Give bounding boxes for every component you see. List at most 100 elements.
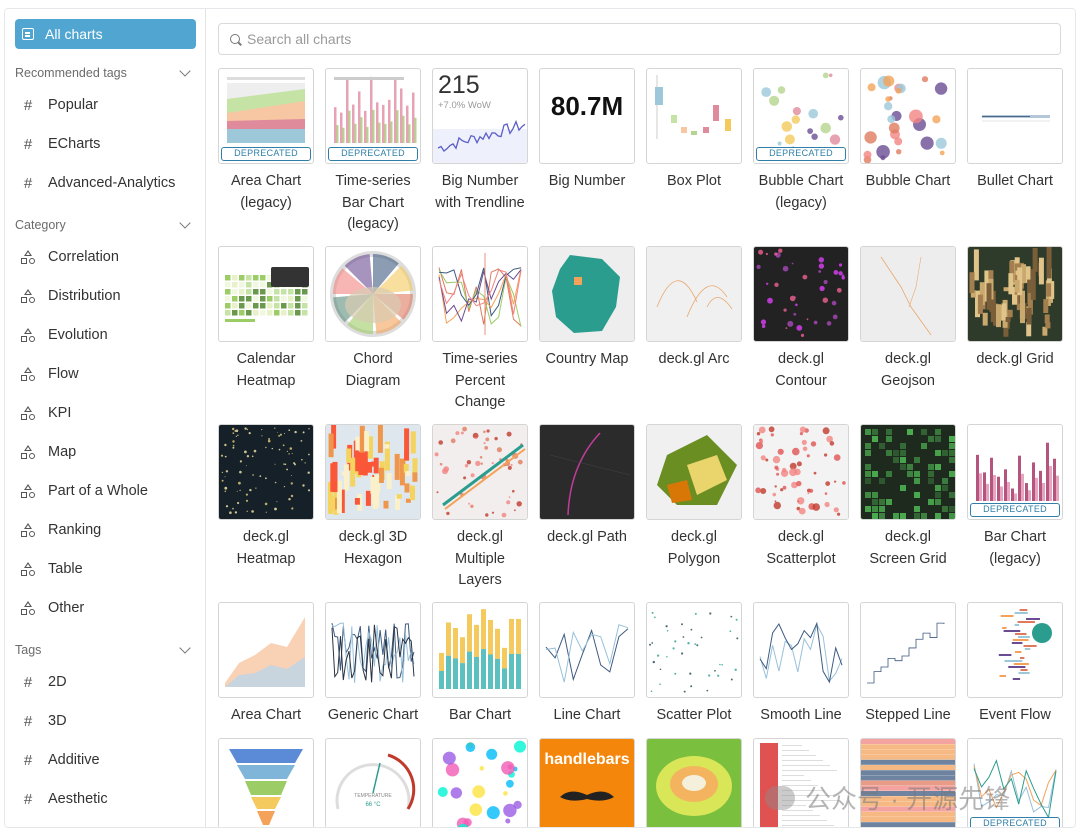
tags-header[interactable]: Tags — [15, 642, 193, 657]
chart-thumbnail[interactable]: DEPRECATED — [967, 424, 1063, 520]
chart-thumbnail[interactable] — [539, 424, 635, 520]
tag-aesthetic[interactable]: # Aesthetic — [21, 788, 108, 810]
category-header[interactable]: Category — [15, 217, 193, 232]
thumbnail-art — [754, 247, 848, 341]
chart-thumbnail[interactable] — [753, 602, 849, 698]
thumbnail-art — [225, 617, 305, 687]
category-correlation[interactable]: Correlation — [21, 246, 119, 268]
chart-thumbnail[interactable] — [539, 602, 635, 698]
chart-name-line: (legacy) — [240, 194, 292, 211]
chart-thumbnail[interactable] — [646, 68, 742, 164]
tag-2d[interactable]: #2D — [21, 671, 67, 693]
chart-thumbnail[interactable] — [967, 602, 1063, 698]
chart-list-icon — [22, 28, 34, 40]
chart-thumbnail[interactable] — [218, 602, 314, 698]
chart-thumbnail[interactable] — [646, 602, 742, 698]
chart-thumbnail[interactable]: DEPRECATED — [967, 738, 1063, 827]
chart-name: deck.gl Contour — [747, 349, 855, 392]
tag-echarts-label: ECharts — [48, 136, 101, 152]
chart-thumbnail[interactable] — [432, 602, 528, 698]
chart-thumbnail[interactable] — [860, 738, 956, 827]
chart-thumbnail[interactable]: 215 +7.0% WoW — [432, 68, 528, 164]
tag-popular[interactable]: # Popular — [21, 94, 98, 116]
tag-additive[interactable]: # Additive — [21, 749, 100, 771]
category-shapes-icon — [21, 445, 35, 459]
category-part-of-a-whole[interactable]: Part of a Whole — [21, 480, 148, 502]
chart-name: Area Chart (legacy) — [212, 171, 320, 214]
chart-name: Bar Chart (legacy) — [961, 527, 1069, 570]
chart-name: Bubble Chart — [854, 171, 962, 193]
chart-thumbnail[interactable] — [432, 424, 528, 520]
chart-thumbnail[interactable]: TEMPERATURE 66 °C — [325, 738, 421, 827]
category-flow[interactable]: Flow — [21, 363, 79, 385]
chart-thumbnail[interactable] — [218, 246, 314, 342]
chart-thumbnail[interactable] — [432, 246, 528, 342]
thumbnail-art — [540, 247, 634, 341]
recommended-tags-header[interactable]: Recommended tags — [15, 65, 193, 80]
chart-thumbnail[interactable] — [539, 246, 635, 342]
thumbnail-art — [335, 753, 416, 810]
chart-thumbnail[interactable] — [432, 738, 528, 827]
category-ranking[interactable]: Ranking — [21, 519, 101, 541]
chart-thumbnail[interactable]: 80.7M — [539, 68, 635, 164]
chart-thumbnail[interactable] — [646, 738, 742, 827]
recommended-tags-header-label: Recommended tags — [15, 66, 127, 80]
chart-thumbnail[interactable] — [860, 246, 956, 342]
chart-thumbnail[interactable] — [860, 602, 956, 698]
search-box[interactable] — [218, 23, 1061, 55]
thumbnail-art — [227, 77, 305, 143]
watermark: 公众号 · 开源先锋 — [765, 779, 1010, 816]
tag-3d[interactable]: #3D — [21, 710, 67, 732]
chart-thumbnail[interactable]: handlebars — [539, 738, 635, 827]
deprecated-badge: DEPRECATED — [328, 147, 418, 161]
chart-thumbnail[interactable] — [753, 738, 849, 827]
watermark-text: 公众号 · 开源先锋 — [805, 784, 1011, 814]
thumbnail-art — [647, 739, 741, 827]
chevron-down-icon[interactable] — [179, 65, 191, 77]
thumbnail-art — [326, 425, 420, 519]
chart-thumbnail[interactable] — [218, 738, 314, 827]
chart-thumbnail[interactable] — [646, 246, 742, 342]
tag-advanced-analytics[interactable]: # Advanced-Analytics — [21, 172, 176, 194]
search-input[interactable] — [247, 31, 1027, 47]
category-distribution[interactable]: Distribution — [21, 285, 121, 307]
tag-echarts[interactable]: # ECharts — [21, 133, 101, 155]
chart-name-line: Scatter Plot — [656, 707, 732, 723]
thumbnail-art — [863, 75, 948, 163]
thumbnail-art — [968, 247, 1062, 341]
category-shapes-icon — [21, 601, 35, 615]
chart-thumbnail[interactable] — [325, 424, 421, 520]
chart-name-line: deck.gl Arc — [658, 351, 730, 367]
chevron-down-icon[interactable] — [179, 642, 191, 654]
chart-thumbnail[interactable]: DEPRECATED — [218, 68, 314, 164]
chart-thumbnail[interactable] — [860, 68, 956, 164]
category-other[interactable]: Other — [21, 597, 84, 619]
all-charts-button[interactable]: All charts — [15, 19, 196, 49]
chart-thumbnail[interactable] — [646, 424, 742, 520]
chart-thumbnail[interactable] — [325, 602, 421, 698]
chart-thumbnail[interactable] — [753, 424, 849, 520]
chart-thumbnail[interactable] — [967, 246, 1063, 342]
chart-name: Calendar Heatmap — [212, 349, 320, 392]
chart-thumbnail[interactable] — [753, 246, 849, 342]
category-map[interactable]: Map — [21, 441, 76, 463]
thumbnail-art — [219, 425, 313, 519]
chart-thumbnail[interactable] — [325, 246, 421, 342]
handlebars-logo-text: handlebars — [544, 751, 630, 768]
tag-3d-label: 3D — [48, 713, 67, 729]
chart-name-line: (legacy) — [775, 194, 827, 211]
chart-name-line: Smooth Line — [760, 707, 842, 723]
chart-thumbnail[interactable] — [218, 424, 314, 520]
chart-thumbnail[interactable]: DEPRECATED — [325, 68, 421, 164]
category-evolution[interactable]: Evolution — [21, 324, 108, 346]
chart-name-line: Geojson — [880, 372, 935, 389]
chart-name-line: Chord — [353, 351, 393, 367]
chart-thumbnail[interactable]: DEPRECATED — [753, 68, 849, 164]
chart-name-line: (legacy) — [347, 216, 399, 232]
category-table[interactable]: Table — [21, 558, 83, 580]
category-kpi[interactable]: KPI — [21, 402, 71, 424]
chart-name: Event Flow — [961, 705, 1069, 727]
chart-thumbnail[interactable] — [967, 68, 1063, 164]
chart-thumbnail[interactable] — [860, 424, 956, 520]
chevron-down-icon[interactable] — [179, 217, 191, 229]
